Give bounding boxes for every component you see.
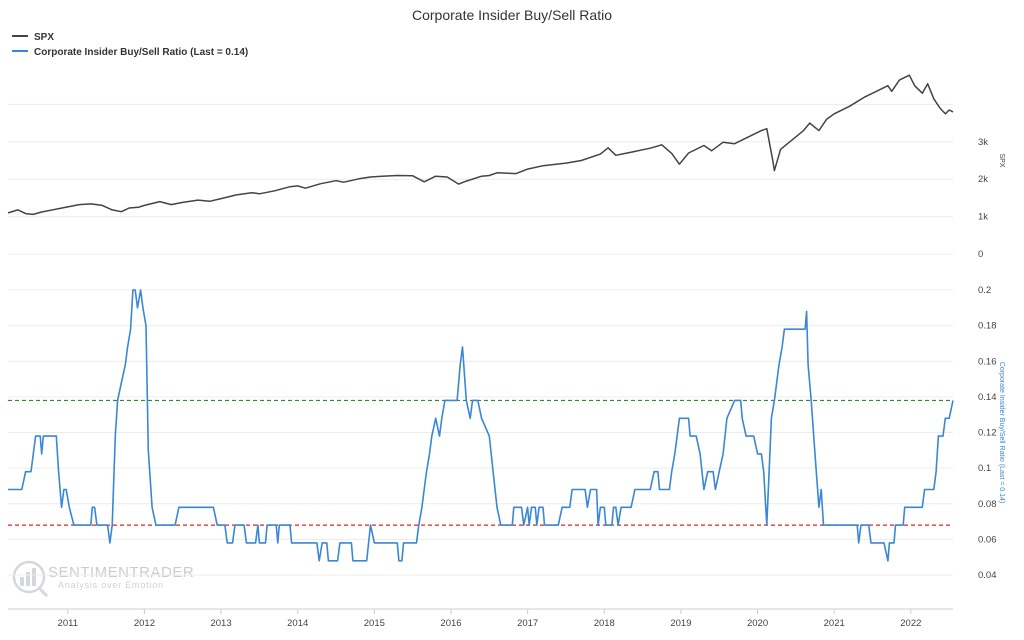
corporate-insider-buy-sell-ratio-y-tick: 0.06 — [978, 534, 997, 545]
spx-y-tick: 2k — [978, 174, 988, 185]
spx-y-tick: 1k — [978, 212, 988, 223]
x-tick-label: 2019 — [670, 618, 691, 629]
corporate-insider-buy-sell-ratio-y-tick: 0.2 — [978, 285, 991, 296]
legend[interactable]: SPX Corporate Insider Buy/Sell Ratio (La… — [12, 32, 248, 58]
x-tick-label: 2016 — [440, 618, 461, 629]
legend-label-insider-ratio: Corporate Insider Buy/Sell Ratio (Last =… — [34, 47, 248, 58]
legend-label-spx: SPX — [34, 32, 54, 43]
x-tick-label: 2021 — [824, 618, 845, 629]
spx-y-tick: 3k — [978, 137, 988, 148]
x-tick-label: 2022 — [900, 618, 921, 629]
x-axis: 2011 2012 2013 2014 2015 2016 2017 2018 2019 2020… — [8, 608, 953, 629]
y-axis-ticks: 0 1k 2k 3k 0.04 0.06 0.08 0.1 0.12 0.14 0.16 0.18 0.… — [978, 137, 997, 581]
corporate-insider-buy-sell-ratio-y-tick: 0.18 — [978, 321, 997, 332]
x-tick-label: 2012 — [134, 618, 155, 629]
x-tick-label: 2013 — [210, 618, 231, 629]
x-tick-label: 2018 — [594, 618, 615, 629]
x-tick-label: 2014 — [287, 618, 308, 629]
corporate-insider-buy-sell-ratio-y-tick: 0.16 — [978, 356, 997, 367]
chart-title: Corporate Insider Buy/Sell Ratio — [412, 7, 612, 23]
series-lines — [7, 74, 954, 562]
spx-series-line — [7, 74, 954, 216]
watermark: SENTIMENTRADER Analysis over Emotion — [12, 560, 194, 598]
sentimentrader-logo-icon — [12, 560, 49, 598]
spx-y-tick: 0 — [978, 249, 983, 260]
corporate-insider-buy-sell-ratio-series-line — [8, 289, 954, 562]
corporate-insider-buy-sell-ratio-y-tick: 0.14 — [978, 392, 997, 403]
x-tick-label: 2015 — [364, 618, 385, 629]
legend-item-insider-ratio[interactable]: Corporate Insider Buy/Sell Ratio (Last =… — [12, 47, 248, 58]
watermark-tagline: Analysis over Emotion — [58, 580, 164, 590]
corporate-insider-buy-sell-ratio-y-tick: 0.1 — [978, 463, 991, 474]
x-tick-label: 2017 — [517, 618, 538, 629]
watermark-name: SENTIMENTRADER — [48, 564, 194, 581]
gridlines — [8, 103, 953, 576]
corporate-insider-buy-sell-ratio-axis-title: Corporate Insider Buy/Sell Ratio (Last =… — [998, 362, 1005, 503]
corporate-insider-buy-sell-ratio-y-tick: 0.04 — [978, 570, 997, 581]
x-tick-label: 2020 — [747, 618, 768, 629]
x-tick-label: 2011 — [58, 618, 78, 629]
spx-axis-title: SPX — [998, 153, 1005, 167]
corporate-insider-buy-sell-ratio-y-tick: 0.08 — [978, 499, 997, 510]
corporate-insider-buy-sell-ratio-y-tick: 0.12 — [978, 428, 997, 439]
axis-titles: SPX Corporate Insider Buy/Sell Ratio (Las… — [998, 153, 1005, 503]
legend-item-spx[interactable]: SPX — [12, 32, 54, 43]
